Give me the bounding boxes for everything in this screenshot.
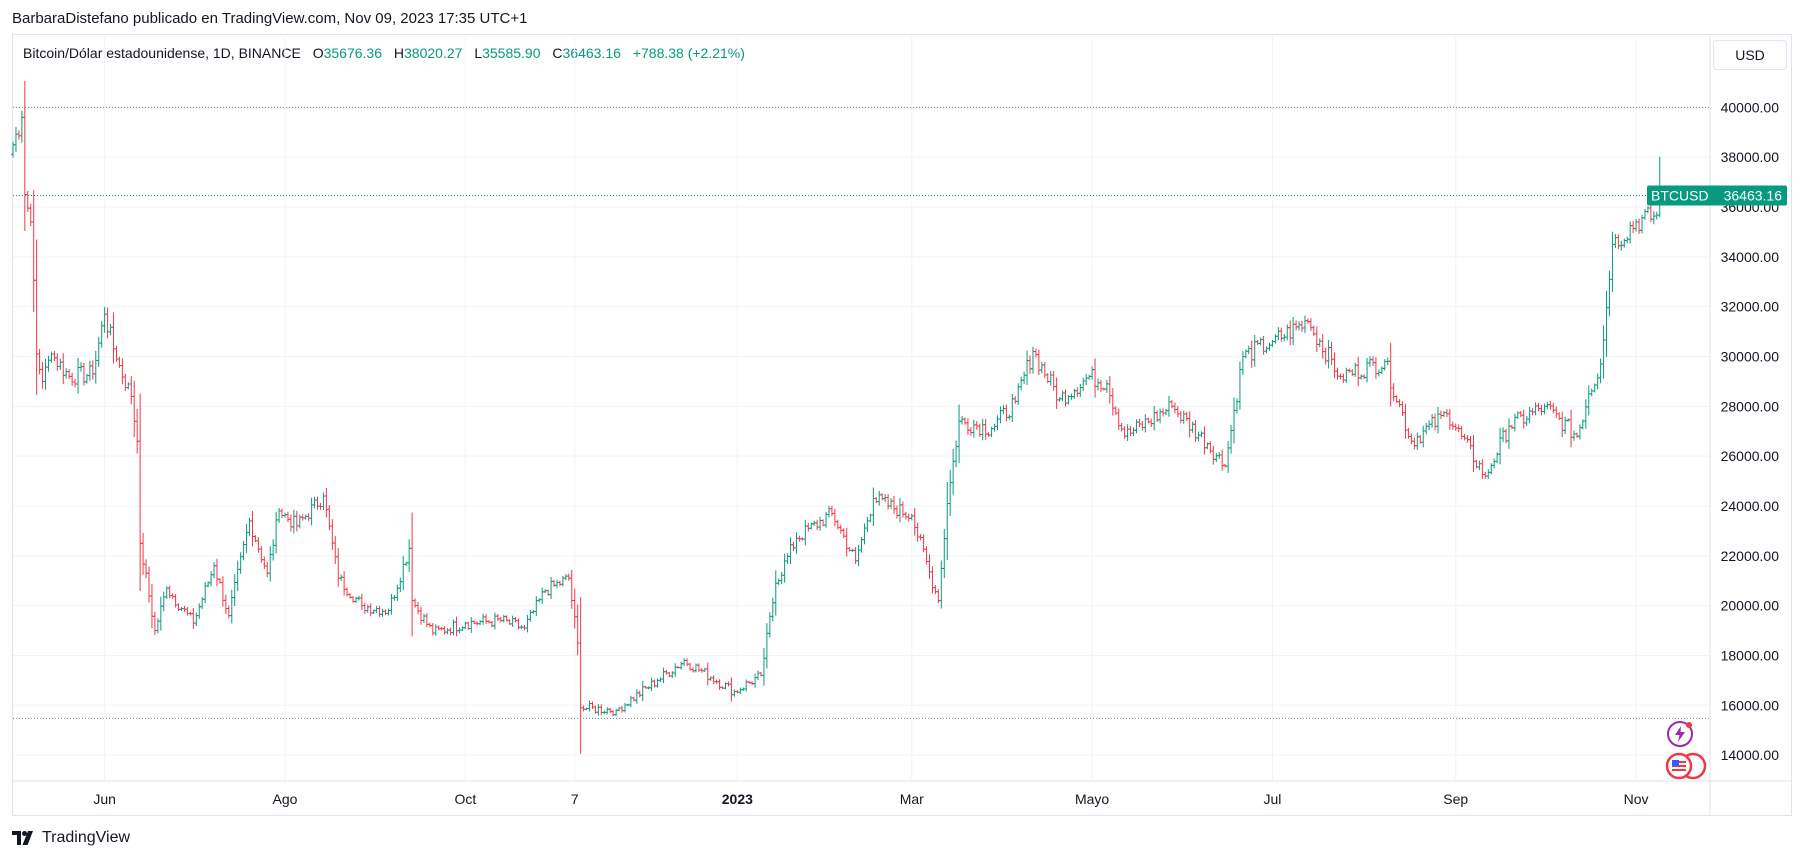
x-tick-label: Jul <box>1263 791 1281 807</box>
y-tick-label: 16000.00 <box>1721 697 1780 713</box>
us-flag-icon[interactable] <box>1664 752 1708 780</box>
x-tick-label: 2023 <box>722 791 753 807</box>
ohlc-legend: Bitcoin/Dólar estadounidense, 1D, BINANC… <box>23 45 753 61</box>
y-tick-label: 24000.00 <box>1721 498 1780 514</box>
y-tick-label: 38000.00 <box>1721 149 1780 165</box>
high-label: H <box>393 45 405 61</box>
last-price-symbol: BTCUSD <box>1651 187 1709 203</box>
y-tick-label: 20000.00 <box>1721 598 1780 614</box>
x-tick-label: Jun <box>93 791 116 807</box>
y-tick-label: 40000.00 <box>1721 99 1780 115</box>
tradingview-logo-icon <box>12 831 33 845</box>
change-value: +788.38 (+2.21%) <box>632 45 745 61</box>
low-label: L <box>474 45 483 61</box>
x-tick-label: Oct <box>454 791 476 807</box>
close-label: C <box>552 45 563 61</box>
x-tick-label: 7 <box>571 791 579 807</box>
y-tick-label: 34000.00 <box>1721 249 1780 265</box>
y-tick-label: 22000.00 <box>1721 548 1780 564</box>
y-tick-label: 26000.00 <box>1721 448 1780 464</box>
open-value: 35676.36 <box>323 45 382 61</box>
y-tick-label: 28000.00 <box>1721 398 1780 414</box>
x-tick-label: Nov <box>1624 791 1649 807</box>
y-tick-label: 30000.00 <box>1721 349 1780 365</box>
tradingview-logo[interactable]: TradingView <box>12 829 130 847</box>
close-value: 36463.16 <box>562 45 621 61</box>
chart-frame <box>12 34 1792 816</box>
low-value: 35585.90 <box>482 45 541 61</box>
tradingview-logo-text: TradingView <box>42 829 131 846</box>
flash-icon[interactable] <box>1666 720 1694 748</box>
x-tick-label: Mar <box>900 791 924 807</box>
attribution-text: BarbaraDistefano publicado en TradingVie… <box>12 10 528 27</box>
y-tick-label: 32000.00 <box>1721 299 1780 315</box>
symbol-description: Bitcoin/Dólar estadounidense, 1D, BINANC… <box>23 45 301 61</box>
y-tick-label: 18000.00 <box>1721 647 1780 663</box>
open-label: O <box>312 45 324 61</box>
y-tick-label: 14000.00 <box>1721 747 1780 763</box>
last-price-value: 36463.16 <box>1724 187 1783 203</box>
last-price-tag <box>1647 185 1787 206</box>
x-tick-label: Ago <box>273 791 298 807</box>
x-tick-label: Mayo <box>1075 791 1109 807</box>
x-tick-label: Sep <box>1443 791 1468 807</box>
currency-button[interactable]: USD <box>1713 40 1787 70</box>
high-value: 38020.27 <box>404 45 463 61</box>
